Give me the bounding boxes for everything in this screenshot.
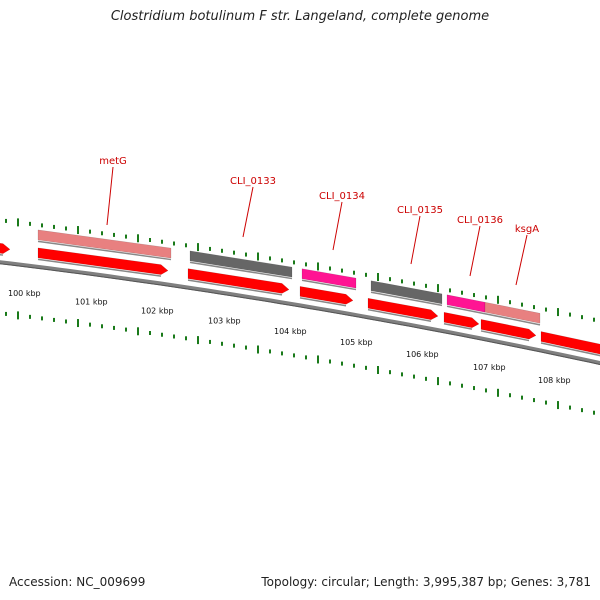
- genome-backbone: [0, 260, 600, 366]
- tick-row-lower: [5, 311, 595, 415]
- kbp-label: 108 kbp: [538, 376, 571, 385]
- gene-label: CLI_0133: [230, 176, 276, 187]
- gene-bar: [370, 280, 443, 305]
- feature-track: [0, 229, 600, 357]
- feature-shadow: [0, 253, 4, 256]
- kbp-label: 101 kbp: [75, 298, 108, 307]
- feature-shadow: [301, 279, 357, 291]
- kbp-label: 100 kbp: [8, 289, 41, 298]
- kbp-label: 104 kbp: [274, 327, 307, 336]
- kbp-label: 106 kbp: [406, 350, 439, 359]
- gene-bar: [189, 250, 293, 278]
- feature-shadow: [37, 258, 162, 277]
- gene-label-leader: [332, 201, 343, 251]
- gene-label: metG: [99, 156, 127, 167]
- gene-label-leader: [106, 166, 114, 226]
- feature-shadow: [446, 305, 486, 315]
- cds-arrow: [299, 286, 354, 305]
- cds-arrow: [367, 297, 439, 321]
- genome-stats-text: Topology: circular; Length: 3,995,387 bp…: [261, 575, 591, 589]
- feature-shadow: [187, 279, 283, 296]
- gene-label-leader: [515, 234, 528, 286]
- kbp-label: 103 kbp: [208, 317, 241, 326]
- backbone-line: [0, 260, 600, 366]
- cds-arrow: [0, 242, 11, 254]
- accession-text: Accession: NC_009699: [9, 575, 146, 589]
- feature-shadow: [37, 240, 172, 261]
- map-title: Clostridium botulinum F str. Langeland, …: [110, 9, 490, 24]
- gene-label: CLI_0135: [397, 205, 443, 216]
- cds-arrow: [187, 268, 290, 294]
- feature-shadow: [484, 312, 541, 326]
- gene-bar: [301, 268, 357, 289]
- feature-shadow: [367, 308, 432, 323]
- feature-shadow: [370, 291, 443, 307]
- kbp-label-layer: 100 kbp 101 kbp 102 kbp 103 kbp 104 kbp 105 k…: [8, 289, 571, 385]
- gene-label: CLI_0136: [457, 215, 503, 226]
- gene-bar: [484, 301, 541, 324]
- gene-label: CLI_0134: [319, 191, 365, 202]
- cds-arrow: [37, 247, 169, 275]
- gene-label-layer: metG CLI_0133 CLI_0134 CLI_0135 CLI_0136 ksgA: [99, 156, 539, 286]
- feature-shadow: [189, 261, 293, 280]
- gene-label-leader: [410, 215, 421, 265]
- kbp-label: 105 kbp: [340, 338, 373, 347]
- feature-shadow: [480, 330, 530, 342]
- feature-shadow: [443, 323, 473, 330]
- cds-arrow: [480, 319, 537, 340]
- kbp-label: 107 kbp: [473, 363, 506, 372]
- cds-arrow: [540, 331, 600, 355]
- kbp-label: 102 kbp: [141, 307, 174, 316]
- feature-shadow: [299, 297, 347, 307]
- backbone-shadow: [0, 263, 600, 366]
- gene-label-leader: [242, 186, 254, 238]
- gene-bar: [37, 229, 172, 259]
- feature-shadow: [540, 342, 600, 357]
- gene-label-leader: [469, 225, 481, 277]
- tick-row-upper: [5, 218, 595, 322]
- gene-label: ksgA: [515, 224, 539, 235]
- cds-arrow: [443, 311, 480, 328]
